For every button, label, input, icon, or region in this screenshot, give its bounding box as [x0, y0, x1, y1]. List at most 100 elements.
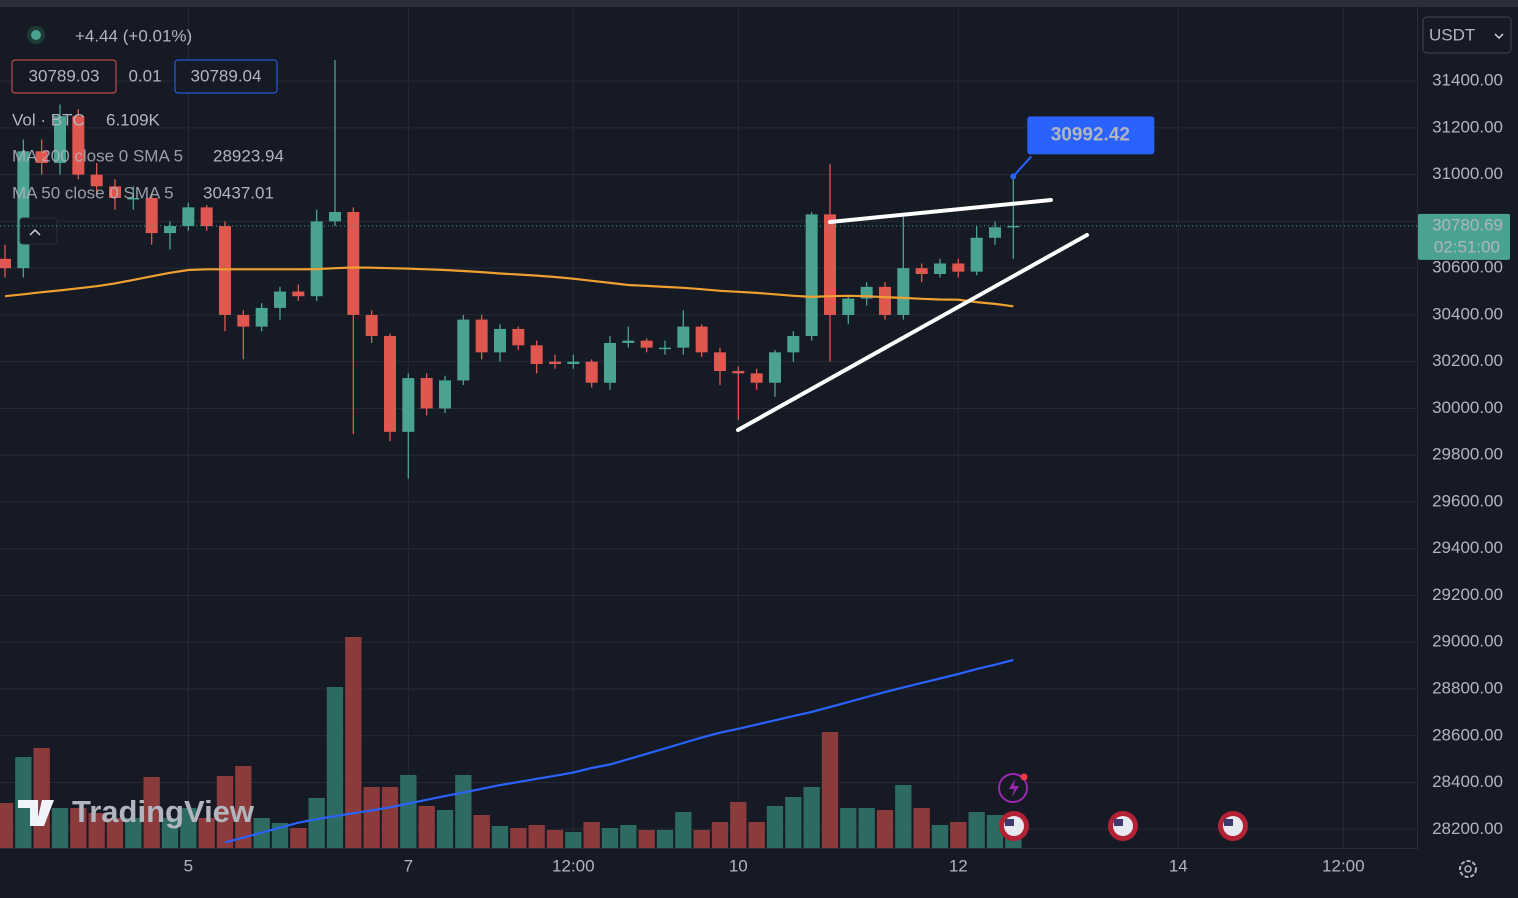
spread: 0.01 [128, 66, 161, 85]
candle-body [603, 342, 616, 383]
badge [1020, 773, 1028, 781]
volume-bar [675, 812, 692, 848]
ma-line [224, 658, 1014, 844]
volume-bar [730, 802, 747, 848]
volume-legend: Vol · BTC [12, 110, 85, 129]
volume-bar [858, 808, 875, 848]
candle-body [475, 319, 488, 353]
sell-button[interactable] [11, 59, 117, 94]
price-axis [1418, 7, 1518, 898]
x-tick-label: 5 [184, 856, 193, 875]
volume-bar [546, 830, 564, 848]
volume-bar [143, 777, 160, 848]
y-tick-label: 28400.00 [1432, 772, 1503, 791]
volume-bar [748, 822, 765, 848]
grid [0, 7, 1418, 848]
candle-body [365, 314, 378, 336]
y-tick-label: 31200.00 [1432, 117, 1503, 136]
y-tick-label: 30000.00 [1432, 398, 1503, 417]
countdown: 02:51:00 [1434, 237, 1500, 256]
y-tick-label: 31400.00 [1432, 71, 1503, 90]
candle-body [72, 116, 85, 175]
volume-bar [125, 818, 142, 848]
volume-bar [308, 798, 325, 848]
volume-bar [363, 787, 380, 848]
candle-body [695, 326, 708, 353]
y-tick-label: 28200.00 [1432, 819, 1503, 838]
candle-body [805, 214, 818, 336]
settings-icon[interactable] [1459, 860, 1477, 878]
volume-bar [235, 766, 252, 848]
chevron [1494, 33, 1504, 40]
x-tick-label: 7 [404, 856, 413, 875]
high-tooltip [1027, 116, 1155, 155]
volume-bar [840, 808, 857, 848]
volume-bar [895, 785, 912, 848]
candle-body [420, 378, 433, 409]
candle-body [567, 361, 580, 365]
candle-body [933, 263, 946, 275]
candle-body [108, 186, 121, 199]
candle-body [35, 151, 48, 163]
volume-bar [198, 818, 215, 848]
volume-bar [345, 637, 362, 848]
y-tick-label: 31000.00 [1432, 164, 1503, 183]
volume-bar [106, 818, 124, 848]
change: +4.44 (+0.01%) [75, 26, 192, 45]
status-dot [31, 30, 41, 40]
y-tick-label: 29600.00 [1432, 491, 1503, 510]
y-tick-label: 29200.00 [1432, 585, 1503, 604]
settings-icon [1464, 865, 1472, 873]
lightning [1009, 779, 1019, 797]
ma-value: 30437.01 [203, 183, 274, 202]
high-pointer [1012, 155, 1033, 178]
volume-bar [913, 808, 930, 848]
volume-bar [88, 813, 105, 848]
currency-dropdown[interactable] [1422, 16, 1512, 54]
buy-button[interactable] [174, 59, 278, 94]
y-tick-label: 30200.00 [1432, 351, 1503, 370]
candle-body [402, 378, 415, 432]
candle-body [383, 335, 396, 432]
volume-bar [711, 822, 729, 848]
volume-bar [968, 812, 985, 848]
collapse-button[interactable] [19, 217, 58, 245]
logo-mark [18, 800, 54, 826]
volume-bar [326, 687, 344, 848]
candle-body [750, 373, 763, 383]
brand: TradingView [72, 794, 255, 829]
candle-body [842, 298, 855, 315]
volume-bar [400, 775, 417, 848]
ask: 30789.04 [191, 66, 262, 85]
volume-bar [931, 825, 949, 848]
candle-body [457, 319, 470, 381]
volume-bar [473, 815, 490, 848]
volume-bar [436, 810, 454, 848]
candle-body [292, 291, 305, 297]
candle-body [200, 207, 213, 227]
flag [1005, 819, 1014, 826]
chevron [29, 228, 41, 236]
candle-body [1007, 225, 1020, 228]
high-point [1010, 173, 1017, 180]
candle-body [90, 174, 103, 187]
volume-value: 6.109K [106, 110, 161, 129]
volume-bar [51, 808, 69, 848]
volume-bar [180, 808, 197, 848]
currency: USDT [1429, 25, 1475, 44]
candle-body [622, 340, 635, 343]
x-tick-label: 14 [1169, 856, 1188, 875]
volume-bar [693, 830, 710, 848]
volume-bar [565, 832, 582, 848]
candle-body [17, 151, 30, 269]
top-bar [0, 0, 1518, 7]
volume-bar [803, 787, 820, 848]
candle-body [915, 268, 928, 275]
y-tick-label: 29400.00 [1432, 538, 1503, 557]
candle-body [237, 314, 250, 327]
trendline[interactable] [828, 198, 1053, 224]
volume-bar [620, 825, 637, 848]
candle-body [530, 345, 543, 365]
last-price: 30780.69 [1432, 215, 1503, 234]
trendline[interactable] [736, 233, 1089, 432]
